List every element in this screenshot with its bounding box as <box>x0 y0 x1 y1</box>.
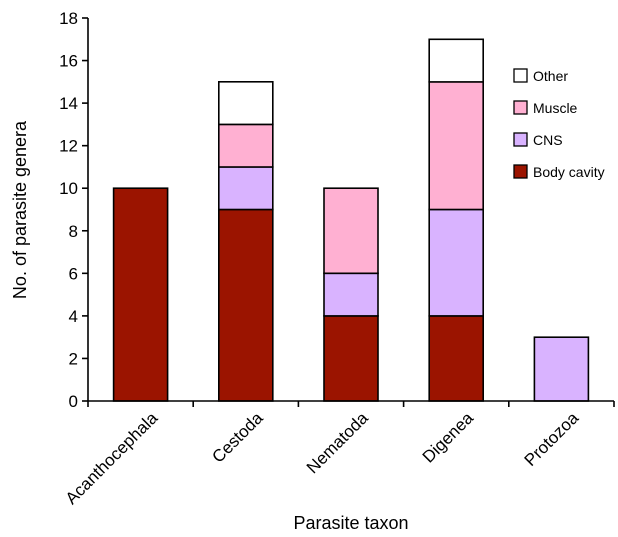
legend-swatch-body-cavity <box>513 164 528 179</box>
bar-digenea-body-cavity <box>428 315 485 402</box>
x-tick-label-digenea: Digenea <box>419 408 478 467</box>
x-tick-label-nematoda: Nematoda <box>303 408 372 477</box>
legend-label-muscle: Muscle <box>533 100 578 116</box>
y-tick-label: 8 <box>69 222 78 241</box>
x-axis-title: Parasite taxon <box>293 513 408 533</box>
y-tick-label: 4 <box>69 307 78 326</box>
bar-digenea-muscle <box>428 81 485 211</box>
x-tick-label-cestoda: Cestoda <box>208 408 267 467</box>
bars-layer <box>112 38 590 402</box>
legend-label-body-cavity: Body cavity <box>533 164 605 180</box>
x-tick-label-acanthocephala: Acanthocephala <box>62 408 162 508</box>
bar-cestoda-other <box>218 81 274 126</box>
legend-swatch-other <box>513 68 528 83</box>
legend-label-cns: CNS <box>533 132 563 148</box>
y-tick-label: 12 <box>59 137 78 156</box>
bar-cestoda-muscle <box>218 123 274 168</box>
legend: Other Muscle CNS Body cavity <box>513 68 605 180</box>
y-tick-label: 6 <box>69 264 78 283</box>
bar-cestoda-body-cavity <box>218 208 274 402</box>
bar-digenea-other <box>428 38 485 83</box>
y-tick-label: 0 <box>69 392 78 411</box>
bar-cestoda-cns <box>218 166 274 211</box>
y-axis-title: No. of parasite genera <box>10 120 30 299</box>
bar-nematoda-muscle <box>323 187 379 275</box>
x-tick-label-protozoa: Protozoa <box>521 408 583 470</box>
legend-swatch-muscle <box>513 100 528 115</box>
legend-swatch-cns <box>513 132 528 147</box>
y-tick-label: 14 <box>59 94 78 113</box>
y-tick-label: 16 <box>59 52 78 71</box>
y-tick-label: 10 <box>59 179 78 198</box>
y-tick-label: 2 <box>69 349 78 368</box>
bar-acanthocephala-body-cavity <box>112 187 169 402</box>
bar-protozoa-cns <box>533 336 590 402</box>
bar-nematoda-body-cavity <box>323 315 379 402</box>
bar-digenea-cns <box>428 208 485 317</box>
y-tick-label: 18 <box>59 9 78 28</box>
bar-nematoda-cns <box>323 272 379 317</box>
legend-label-other: Other <box>533 68 568 84</box>
